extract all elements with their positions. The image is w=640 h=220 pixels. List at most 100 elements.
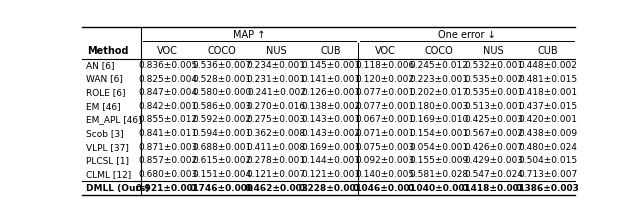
Text: 0.535±0.001: 0.535±0.001 <box>464 88 523 97</box>
Text: 0.121±0.007: 0.121±0.007 <box>247 170 306 179</box>
Text: 0.688±0.001: 0.688±0.001 <box>193 143 252 152</box>
Text: 0.144±0.001: 0.144±0.001 <box>301 156 360 165</box>
Text: 0.536±0.007: 0.536±0.007 <box>193 61 252 70</box>
Text: 0.275±0.003: 0.275±0.003 <box>247 116 306 125</box>
Text: VOC: VOC <box>157 46 178 56</box>
Text: 0.241±0.002: 0.241±0.002 <box>247 88 306 97</box>
Text: 0.231±0.001: 0.231±0.001 <box>247 75 306 84</box>
Text: 0.120±0.002: 0.120±0.002 <box>355 75 415 84</box>
Text: 0.746±0.000: 0.746±0.000 <box>190 184 254 193</box>
Text: Scob [3]: Scob [3] <box>86 129 124 138</box>
Text: 0.362±0.008: 0.362±0.008 <box>247 129 306 138</box>
Text: 0.145±0.001: 0.145±0.001 <box>301 61 360 70</box>
Text: 0.067±0.001: 0.067±0.001 <box>355 116 415 125</box>
Text: 0.429±0.003: 0.429±0.003 <box>464 156 523 165</box>
Text: 0.223±0.001: 0.223±0.001 <box>410 75 468 84</box>
Text: 0.615±0.002: 0.615±0.002 <box>193 156 252 165</box>
Text: 0.535±0.002: 0.535±0.002 <box>464 75 523 84</box>
Text: 0.438±0.009: 0.438±0.009 <box>518 129 577 138</box>
Text: EM_APL [46]: EM_APL [46] <box>86 116 141 125</box>
Text: 0.855±0.012: 0.855±0.012 <box>138 116 197 125</box>
Text: AN [6]: AN [6] <box>86 61 115 70</box>
Text: 0.092±0.003: 0.092±0.003 <box>355 156 415 165</box>
Text: 0.418±0.001: 0.418±0.001 <box>461 184 525 193</box>
Text: 0.234±0.001: 0.234±0.001 <box>247 61 306 70</box>
Text: 0.270±0.016: 0.270±0.016 <box>247 102 306 111</box>
Text: 0.143±0.001: 0.143±0.001 <box>301 116 360 125</box>
Text: PLCSL [1]: PLCSL [1] <box>86 156 129 165</box>
Text: 0.151±0.004: 0.151±0.004 <box>193 170 252 179</box>
Text: DMLL (Ours): DMLL (Ours) <box>86 184 150 193</box>
Text: 0.921±0.001: 0.921±0.001 <box>136 184 200 193</box>
Text: 0.842±0.001: 0.842±0.001 <box>138 102 197 111</box>
Text: 0.481±0.015: 0.481±0.015 <box>518 75 577 84</box>
Text: 0.847±0.004: 0.847±0.004 <box>138 88 197 97</box>
Text: 0.567±0.002: 0.567±0.002 <box>464 129 523 138</box>
Text: 0.278±0.001: 0.278±0.001 <box>247 156 306 165</box>
Text: 0.836±0.005: 0.836±0.005 <box>138 61 197 70</box>
Text: 0.713±0.007: 0.713±0.007 <box>518 170 577 179</box>
Text: 0.245±0.012: 0.245±0.012 <box>410 61 468 70</box>
Text: COCO: COCO <box>425 46 454 56</box>
Text: 0.118±0.006: 0.118±0.006 <box>355 61 415 70</box>
Text: 0.857±0.002: 0.857±0.002 <box>138 156 197 165</box>
Text: One error ↓: One error ↓ <box>438 30 495 40</box>
Text: 0.547±0.024: 0.547±0.024 <box>464 170 523 179</box>
Text: CLML [12]: CLML [12] <box>86 170 131 179</box>
Text: WAN [6]: WAN [6] <box>86 75 123 84</box>
Text: EM [46]: EM [46] <box>86 102 120 111</box>
Text: 0.180±0.003: 0.180±0.003 <box>410 102 469 111</box>
Text: 0.592±0.002: 0.592±0.002 <box>193 116 252 125</box>
Text: 0.513±0.001: 0.513±0.001 <box>464 102 523 111</box>
Text: Method: Method <box>87 46 129 56</box>
Text: 0.155±0.009: 0.155±0.009 <box>410 156 469 165</box>
Text: 0.126±0.001: 0.126±0.001 <box>301 88 360 97</box>
Text: ROLE [6]: ROLE [6] <box>86 88 125 97</box>
Text: 0.504±0.015: 0.504±0.015 <box>518 156 577 165</box>
Text: 0.154±0.001: 0.154±0.001 <box>410 129 469 138</box>
Text: VLPL [37]: VLPL [37] <box>86 143 129 152</box>
Text: 0.420±0.001: 0.420±0.001 <box>518 116 577 125</box>
Text: 0.425±0.003: 0.425±0.003 <box>464 116 523 125</box>
Text: 0.532±0.001: 0.532±0.001 <box>464 61 523 70</box>
Text: 0.077±0.001: 0.077±0.001 <box>355 88 415 97</box>
Text: 0.228±0.001: 0.228±0.001 <box>299 184 363 193</box>
Text: 0.580±0.000: 0.580±0.000 <box>193 88 252 97</box>
Text: 0.046±0.001: 0.046±0.001 <box>353 184 417 193</box>
Text: 0.825±0.004: 0.825±0.004 <box>138 75 197 84</box>
Text: COCO: COCO <box>207 46 236 56</box>
Text: 0.462±0.003: 0.462±0.003 <box>244 184 308 193</box>
Text: 0.075±0.003: 0.075±0.003 <box>355 143 415 152</box>
Text: 0.581±0.028: 0.581±0.028 <box>410 170 469 179</box>
Text: 0.138±0.002: 0.138±0.002 <box>301 102 360 111</box>
Text: VOC: VOC <box>374 46 396 56</box>
Text: CUB: CUB <box>538 46 558 56</box>
Text: 0.448±0.002: 0.448±0.002 <box>518 61 577 70</box>
Text: 0.143±0.002: 0.143±0.002 <box>301 129 360 138</box>
Text: 0.077±0.001: 0.077±0.001 <box>355 102 415 111</box>
Text: 0.054±0.001: 0.054±0.001 <box>410 143 469 152</box>
Text: 0.040±0.001: 0.040±0.001 <box>408 184 471 193</box>
Text: 0.594±0.001: 0.594±0.001 <box>193 129 252 138</box>
Text: 0.528±0.001: 0.528±0.001 <box>193 75 252 84</box>
Text: 0.386±0.003: 0.386±0.003 <box>516 184 580 193</box>
Text: 0.141±0.001: 0.141±0.001 <box>301 75 360 84</box>
Text: 0.871±0.003: 0.871±0.003 <box>138 143 197 152</box>
Text: CUB: CUB <box>321 46 341 56</box>
Text: 0.426±0.007: 0.426±0.007 <box>464 143 523 152</box>
Text: 0.480±0.024: 0.480±0.024 <box>518 143 577 152</box>
Text: NUS: NUS <box>483 46 504 56</box>
Text: MAP ↑: MAP ↑ <box>233 30 266 40</box>
Text: 0.121±0.001: 0.121±0.001 <box>301 170 360 179</box>
Text: 0.169±0.001: 0.169±0.001 <box>301 143 360 152</box>
Text: 0.411±0.008: 0.411±0.008 <box>247 143 306 152</box>
Text: 0.169±0.010: 0.169±0.010 <box>410 116 469 125</box>
Text: 0.418±0.001: 0.418±0.001 <box>518 88 577 97</box>
Text: NUS: NUS <box>266 46 287 56</box>
Text: 0.202±0.017: 0.202±0.017 <box>410 88 468 97</box>
Text: 0.140±0.005: 0.140±0.005 <box>355 170 415 179</box>
Text: 0.071±0.001: 0.071±0.001 <box>355 129 415 138</box>
Text: 0.586±0.003: 0.586±0.003 <box>193 102 252 111</box>
Text: 0.437±0.015: 0.437±0.015 <box>518 102 577 111</box>
Text: 0.680±0.003: 0.680±0.003 <box>138 170 197 179</box>
